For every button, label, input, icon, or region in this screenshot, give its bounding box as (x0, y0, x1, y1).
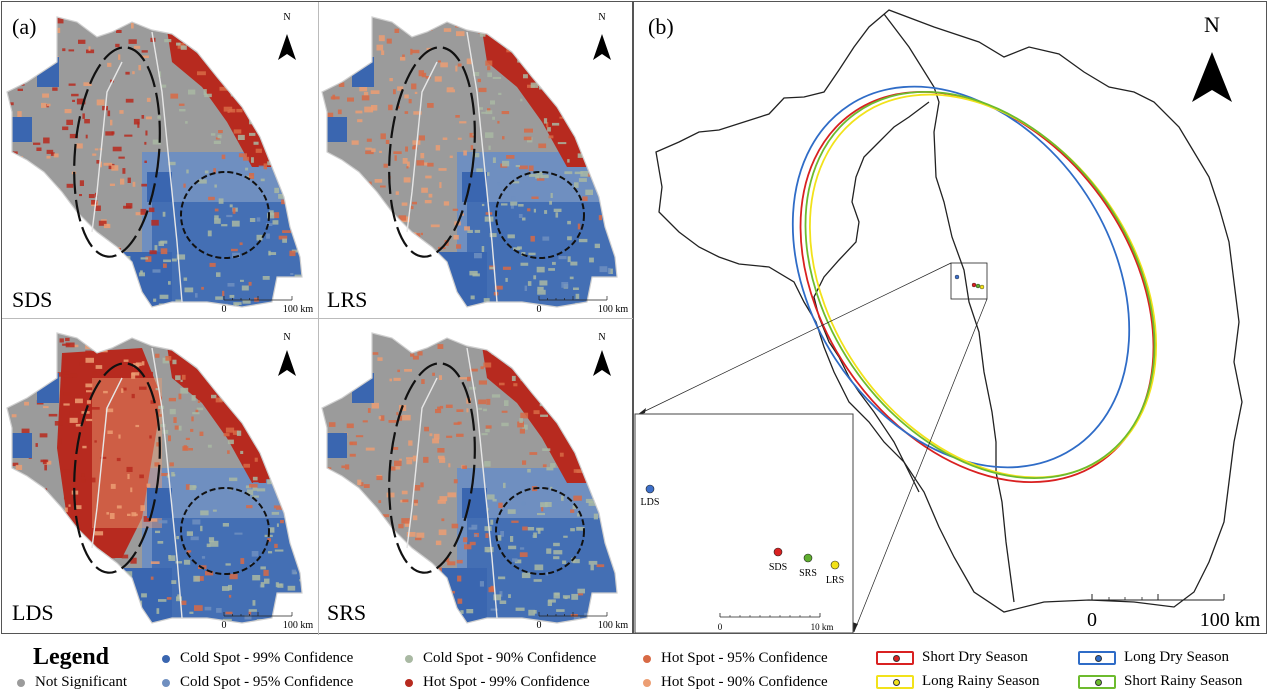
legend-item-hot-95: Hot Spot - 95% Confidence (643, 650, 828, 667)
legend-item-cold-90: Cold Spot - 90% Confidence (405, 650, 596, 667)
legend-item-short-dry-season: Short Dry Season (876, 649, 1028, 666)
arrowhead-icon (637, 408, 646, 415)
legend-swatch (405, 654, 413, 663)
scale-hundred: 100 km (598, 620, 629, 631)
center-point-sds (971, 282, 977, 288)
map-label-srs: SRS (327, 600, 367, 625)
highlight-ellipse-west (73, 46, 161, 258)
ellipse-short-dry-season (799, 91, 1155, 483)
inset-point-lds (645, 484, 655, 494)
north-label: N (283, 12, 291, 23)
legend-title: Legend (33, 644, 110, 670)
north-arrow-icon (1192, 52, 1232, 102)
north-label: N (283, 332, 291, 343)
legend-swatch (1078, 650, 1116, 665)
inset-point-sds (773, 547, 783, 557)
scale-zero: 0 (1087, 609, 1097, 631)
panel-a: 0 100 km 0 100 km 0 100 km 0 100 km (a) SDS LRS… (1, 1, 634, 635)
hotspot-map-lds: 0 100 km (6, 332, 314, 631)
hotspot-map-srs: 0 100 km (321, 332, 629, 631)
legend-swatch (162, 678, 170, 687)
panel-b-tag: (b) (648, 14, 674, 39)
scale-bar: 0 100 km (222, 612, 314, 631)
inset-scale-ten: 10 km (811, 622, 834, 632)
north-label: N (1204, 12, 1220, 37)
map-label-lds: LDS (12, 600, 54, 625)
map-label-sds: SDS (12, 287, 53, 312)
legend-item-cold-99: Cold Spot - 99% Confidence (162, 650, 353, 667)
highlight-circle-southeast (495, 487, 585, 575)
inset-box (634, 413, 854, 633)
scale-bar: 0 100 km (537, 612, 629, 631)
inset-label-lds: LDS (641, 497, 660, 508)
scale-hundred: 100 km (283, 304, 314, 315)
highlight-ellipse-west (73, 362, 161, 574)
legend-swatch (405, 678, 413, 687)
legend-swatch (162, 654, 170, 663)
highlight-circle-southeast (180, 487, 270, 575)
center-point-srs (975, 283, 981, 289)
inset-scale-bar: 0 10 km (718, 613, 834, 632)
inset-connector (853, 298, 988, 633)
inset-connector (638, 262, 952, 415)
scale-hundred: 100 km (598, 304, 629, 315)
legend-item-hot-99: Hot Spot - 99% Confidence (405, 674, 590, 691)
highlight-circle-southeast (180, 171, 270, 259)
highlight-circle-southeast (495, 171, 585, 259)
north-arrow-icon (593, 34, 611, 60)
center-point-lrs (979, 284, 985, 290)
inset-point-srs (803, 553, 813, 563)
highlight-ellipse-west (388, 362, 476, 574)
division-line (883, 13, 1015, 603)
ellipse-short-rainy-season (804, 90, 1156, 480)
inset-scale-zero: 0 (718, 622, 723, 632)
panel-a-horizontal-divider (2, 318, 634, 319)
scale-bar: 0 100 km (537, 296, 629, 315)
legend-swatch (1078, 674, 1116, 689)
legend-item-long-rainy-season: Long Rainy Season (876, 673, 1040, 690)
scale-zero: 0 (537, 620, 542, 631)
ellipses-group (791, 85, 1157, 483)
scale-hundred: 100 km (1200, 609, 1261, 631)
legend-item-cold-95: Cold Spot - 95% Confidence (162, 674, 353, 691)
scale-hundred: 100 km (283, 620, 314, 631)
hotspot-map-sds: 0 100 km (6, 16, 314, 315)
hotspot-map-lrs: 0 100 km (321, 16, 629, 315)
legend-swatch (876, 674, 914, 689)
ellipse-long-dry-season (791, 85, 1131, 469)
legend-swatch (643, 654, 651, 663)
legend-item-short-rainy-season: Short Rainy Season (1078, 673, 1242, 690)
north-arrow-icon (278, 350, 296, 376)
north-arrow-icon (593, 350, 611, 376)
center-point-lds (954, 274, 960, 280)
inset-point-lrs (830, 560, 840, 570)
scale-zero: 0 (222, 620, 227, 631)
scale-bar: 0 100 km (222, 296, 314, 315)
inset-label-sds: SDS (769, 562, 787, 573)
legend: Legend Not Significant Cold Spot - 99% C… (0, 636, 1268, 693)
scale-zero: 0 (222, 304, 227, 315)
panel-b: N LDS SDS SRS LRS (633, 1, 1267, 634)
legend-swatch (17, 678, 25, 687)
legend-item-hot-90: Hot Spot - 90% Confidence (643, 674, 828, 691)
hotspot-maps: 0 100 km 0 100 km 0 100 km 0 100 km (6, 16, 629, 631)
legend-item-not-significant: Not Significant (17, 674, 127, 691)
inset-label-srs: SRS (799, 568, 817, 579)
north-label: N (598, 332, 606, 343)
panel-a-tag: (a) (12, 14, 37, 39)
scale-bar: 0 100 km (1087, 594, 1261, 631)
inset-label-lrs: LRS (826, 575, 844, 586)
division-line (813, 101, 930, 493)
ellipse-map: N LDS SDS SRS LRS (634, 9, 1261, 633)
study-area-boundary (655, 9, 1243, 613)
map-label-lrs: LRS (327, 287, 368, 312)
legend-item-long-dry-season: Long Dry Season (1078, 649, 1229, 666)
north-arrow-icon (278, 34, 296, 60)
inset-extent-box (950, 262, 988, 300)
scale-zero: 0 (537, 304, 542, 315)
legend-swatch (643, 678, 651, 687)
north-label: N (598, 12, 606, 23)
legend-swatch (876, 650, 914, 665)
highlight-ellipse-west (388, 46, 476, 258)
